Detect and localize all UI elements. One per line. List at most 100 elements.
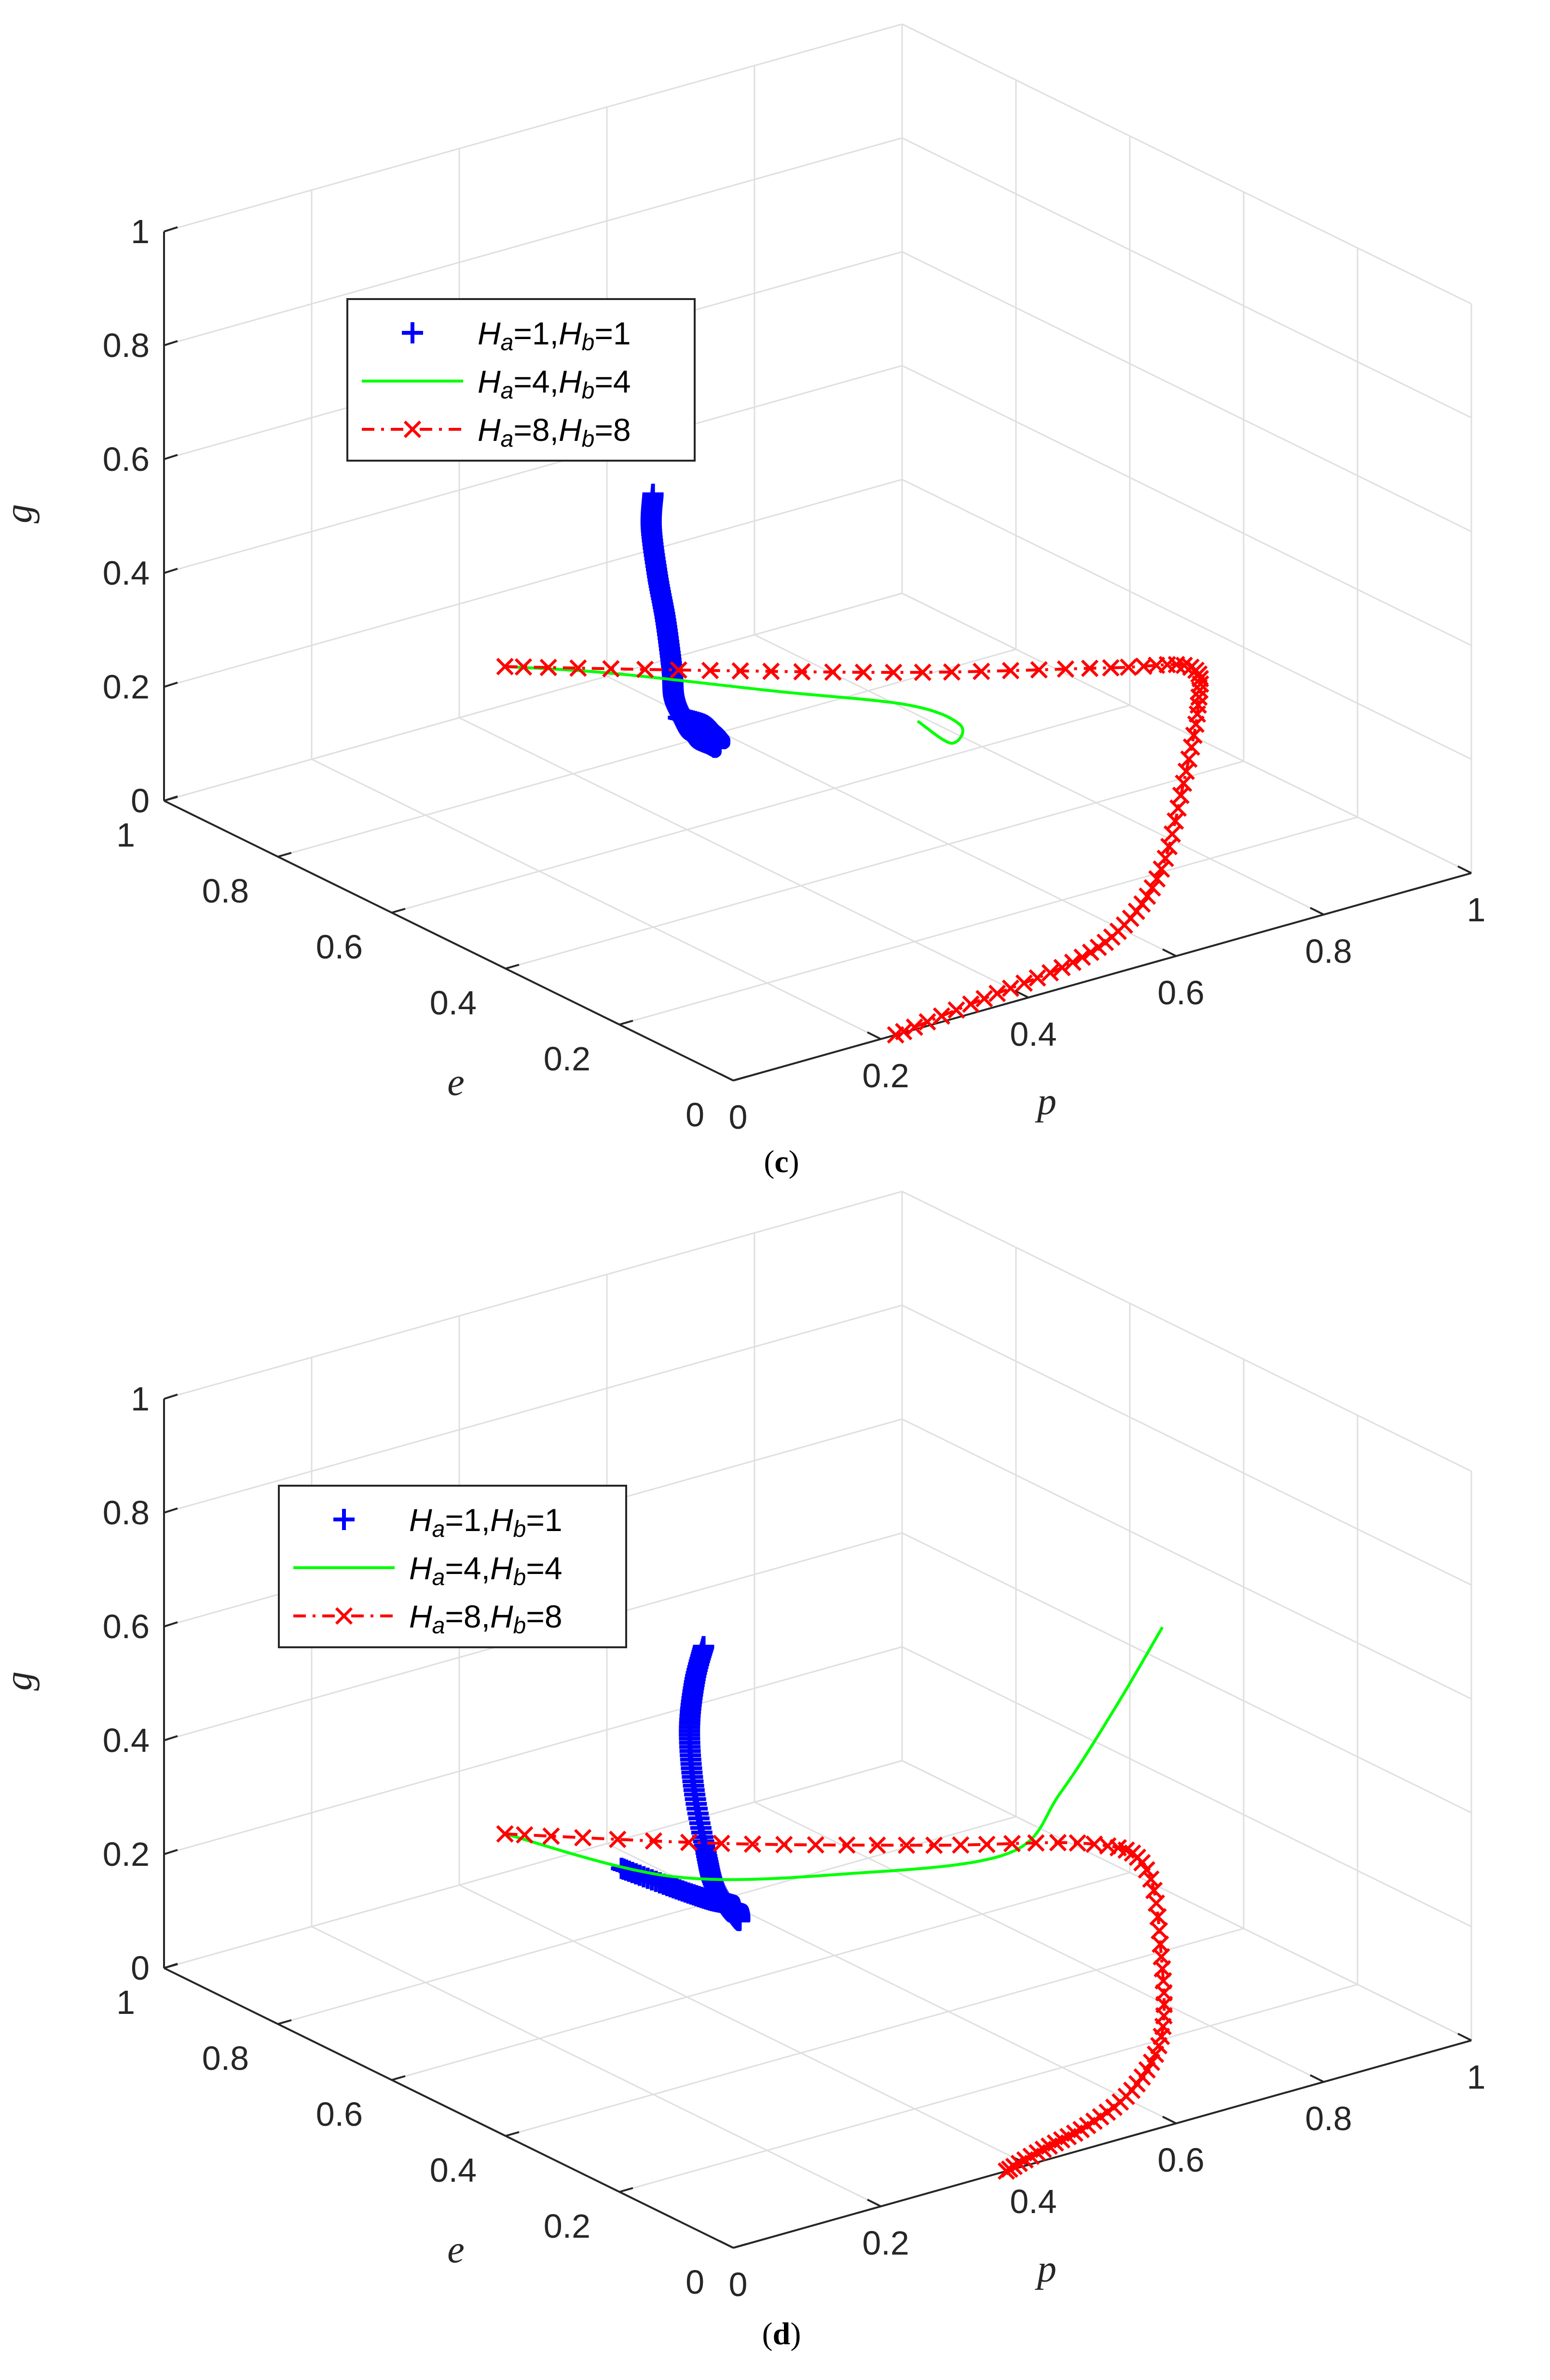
data-point [542,1827,560,1845]
data-point [496,1825,514,1843]
legend-sub-a: a [432,1517,445,1542]
grid-line [391,1872,1130,2081]
series-line [505,1832,1166,2173]
p-tick-label: 0 [729,1098,748,1136]
series-plus-0 [640,483,730,758]
p-tick-label: 0.2 [862,1057,909,1094]
z-tick [164,1507,178,1514]
data-point [997,2162,1015,2180]
data-point [731,662,749,680]
legend-label: Ha=8,Hb=8 [478,412,631,452]
p-axis-label: p [1035,2248,1056,2290]
legend-eq: =1, [513,315,559,351]
data-point [973,662,990,680]
data-point [854,663,873,681]
p-tick [1457,2033,1472,2041]
legend-h: H [490,1502,513,1538]
data-point [887,1026,905,1044]
legend-sub-b: b [582,426,595,452]
data-point [897,1836,916,1854]
z-tick-label: 0.6 [103,1608,150,1645]
grid-line [902,1190,1472,1472]
data-point [1030,661,1048,679]
legend-eq: =4, [445,1550,490,1586]
e-tick-label: 0.8 [202,2039,249,2077]
data-point [1169,799,1187,817]
z-tick-label: 0 [131,782,150,820]
data-point [1149,1908,1167,1926]
legend-eq: =4, [513,364,559,399]
legend-sub-b: b [513,1517,526,1542]
data-point [645,1832,662,1850]
p-tick [1162,948,1177,957]
legend-h: H [559,364,582,399]
z-axis-label: g [0,1671,40,1691]
grid-line [164,592,903,802]
e-tick [391,2075,406,2081]
z-tick-label: 0.8 [103,327,150,364]
e-tick [733,1076,747,1081]
data-point [988,985,1006,1002]
legend-swatch-marker [403,420,422,438]
data-point [975,990,993,1008]
e-tick [164,1963,178,1969]
panel-caption: (c) [764,1144,799,1179]
grid-line [902,1646,1472,1928]
p-tick [1162,2116,1177,2124]
p-tick-label: 0.4 [1010,1015,1056,1053]
data-point [947,1001,965,1019]
data-point [1102,659,1120,677]
p-tick [719,1073,734,1081]
z-tick [164,454,178,460]
data-point [925,1836,943,1854]
data-point [962,995,980,1013]
legend-sub-a: a [501,378,514,404]
caption-close: ) [789,1144,799,1179]
data-point [824,663,842,681]
legend-h: H [559,315,582,351]
legend-sub-a: a [432,1565,445,1590]
grid-line [459,717,1029,999]
grid-line [164,479,903,688]
p-tick-label: 0.4 [1010,2183,1056,2220]
legend-eq: =1 [594,315,631,351]
z-tick [164,340,178,346]
z-tick-label: 0.4 [103,554,150,592]
grid-line [164,1760,903,1969]
series-none-1 [505,665,964,745]
data-point [1163,825,1181,843]
p-tick [1457,865,1472,874]
e-tick [619,1020,633,1026]
legend-entry: Ha=1,Hb=1 [333,1502,562,1542]
grid-line [505,760,1244,970]
z-tick-label: 0 [131,1949,150,1987]
legend-h: H [490,1550,513,1586]
legend-eq: =4 [594,364,631,399]
caption-open: ( [762,2316,773,2352]
data-point [1138,887,1156,905]
grid-line [902,1532,1472,1814]
caption-letter: c [774,1144,788,1179]
data-point [1138,1861,1155,1879]
legend-eq: =4 [526,1550,562,1586]
grid-line [311,1926,881,2207]
data-point [885,663,903,682]
data-point [496,657,514,676]
data-point [1056,660,1075,678]
grid-line [311,758,881,1040]
series-none-1 [504,1626,1164,1881]
legend-eq: =1, [445,1502,490,1538]
data-point [1089,938,1107,957]
p-tick-label: 0.6 [1157,974,1204,1012]
legend-h: H [409,1502,432,1538]
data-point [1027,1834,1045,1852]
legend-sub-b: b [513,1613,526,1639]
legend-h: H [409,1550,432,1586]
data-point [1069,1834,1086,1852]
z-tick-label: 0.4 [103,1722,150,1759]
legend-eq: =8, [513,412,559,448]
z-tick [164,1394,178,1400]
z-tick [164,1621,178,1628]
data-point [713,1834,730,1852]
